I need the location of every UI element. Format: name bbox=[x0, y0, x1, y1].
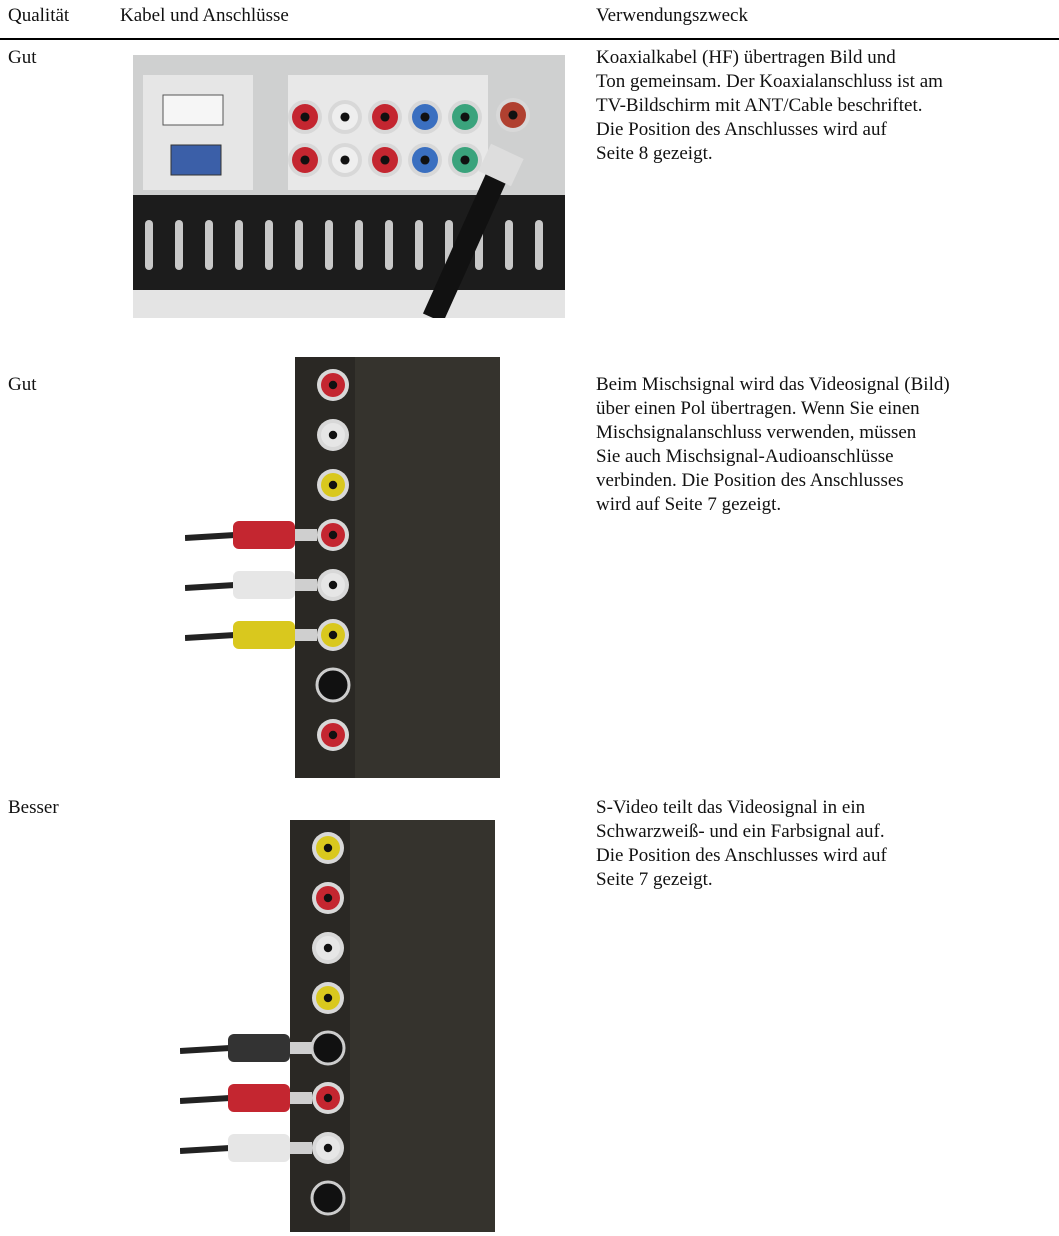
jack-hole bbox=[323, 1093, 333, 1103]
plug-tip bbox=[295, 629, 317, 641]
plug-tip bbox=[295, 529, 317, 541]
coax-cable bbox=[422, 162, 512, 318]
svideo-photo bbox=[180, 820, 495, 1232]
plug-tip bbox=[290, 1042, 312, 1054]
header-cell: Kabel und Anschlüsse bbox=[120, 5, 289, 26]
jack-hole bbox=[300, 112, 310, 122]
cable bbox=[185, 632, 236, 641]
vent-slot bbox=[385, 220, 393, 270]
jack-hole bbox=[460, 155, 470, 165]
jack-hole bbox=[300, 155, 310, 165]
vent-slot bbox=[355, 220, 363, 270]
quality-cell: Gut bbox=[8, 47, 37, 68]
description-line: Schwarzweiß- und ein Farbsignal auf. bbox=[596, 821, 885, 842]
description-line: Seite 8 gezeigt. bbox=[596, 143, 713, 164]
description-line: Seite 7 gezeigt. bbox=[596, 869, 713, 890]
svideo-port bbox=[310, 1030, 346, 1066]
cable bbox=[185, 532, 236, 541]
plug bbox=[228, 1134, 290, 1162]
panel-side bbox=[355, 357, 500, 778]
jack-hole bbox=[328, 730, 338, 740]
vent-slot bbox=[175, 220, 183, 270]
jack-hole bbox=[420, 155, 430, 165]
vent-slot bbox=[145, 220, 153, 270]
description-line: Ton gemeinsam. Der Koaxialanschluss ist … bbox=[596, 71, 943, 92]
jack-hole bbox=[380, 112, 390, 122]
vga-port bbox=[170, 144, 222, 176]
vent-slot bbox=[535, 220, 543, 270]
vent-slot bbox=[235, 220, 243, 270]
jack-hole bbox=[328, 630, 338, 640]
cable bbox=[180, 1145, 231, 1154]
jack-hole bbox=[323, 893, 333, 903]
jack-hole bbox=[508, 110, 518, 120]
panel-edge bbox=[133, 290, 565, 318]
jack-hole bbox=[460, 112, 470, 122]
plug bbox=[233, 621, 295, 649]
coax-photo bbox=[133, 55, 565, 318]
jack-hole bbox=[380, 155, 390, 165]
vent-band bbox=[133, 195, 565, 290]
cable bbox=[180, 1095, 231, 1104]
description-line: TV-Bildschirm mit ANT/Cable beschriftet. bbox=[596, 95, 923, 116]
jack-hole bbox=[420, 112, 430, 122]
vent-slot bbox=[265, 220, 273, 270]
vent-slot bbox=[505, 220, 513, 270]
description-line: S-Video teilt das Videosignal in ein bbox=[596, 797, 866, 818]
jack-hole bbox=[328, 380, 338, 390]
description-line: über einen Pol übertragen. Wenn Sie eine… bbox=[596, 398, 920, 419]
description-line: wird auf Seite 7 gezeigt. bbox=[596, 494, 782, 515]
description-line: Sie auch Mischsignal-Audioanschlüsse bbox=[596, 446, 894, 467]
header-cell: Qualität bbox=[8, 5, 70, 26]
jack-hole bbox=[328, 430, 338, 440]
panel-side bbox=[350, 820, 495, 1232]
description-line: verbinden. Die Position des Anschlusses bbox=[596, 470, 904, 491]
jack-hole bbox=[323, 993, 333, 1003]
plug-tip bbox=[290, 1142, 312, 1154]
svideo-port bbox=[315, 667, 351, 703]
vent-slot bbox=[295, 220, 303, 270]
quality-cell: Gut bbox=[8, 374, 37, 395]
plug bbox=[228, 1084, 290, 1112]
plug bbox=[228, 1034, 290, 1062]
description-line: Mischsignalanschluss verwenden, müssen bbox=[596, 422, 917, 443]
dvi-port bbox=[162, 94, 224, 126]
composite-photo bbox=[185, 357, 500, 778]
jack-hole bbox=[328, 530, 338, 540]
svideo-port bbox=[310, 1180, 346, 1216]
jack-hole bbox=[323, 943, 333, 953]
coax-plug bbox=[478, 143, 524, 187]
cable bbox=[180, 1045, 231, 1054]
jack-hole bbox=[323, 843, 333, 853]
plug-tip bbox=[295, 579, 317, 591]
jack-hole bbox=[340, 155, 350, 165]
plug bbox=[233, 571, 295, 599]
jack-hole bbox=[323, 1143, 333, 1153]
description-line: Die Position des Anschlusses wird auf bbox=[596, 845, 887, 866]
quality-cell: Besser bbox=[8, 797, 59, 818]
vent-slot bbox=[415, 220, 423, 270]
header-rule bbox=[0, 38, 1059, 40]
vent-slot bbox=[325, 220, 333, 270]
jack-hole bbox=[328, 480, 338, 490]
jack-hole bbox=[340, 112, 350, 122]
header-cell: Verwendungszweck bbox=[596, 5, 748, 26]
description-line: Beim Mischsignal wird das Videosignal (B… bbox=[596, 374, 950, 395]
plug-tip bbox=[290, 1092, 312, 1104]
jack-hole bbox=[328, 580, 338, 590]
description-line: Koaxialkabel (HF) übertragen Bild und bbox=[596, 47, 896, 68]
plug bbox=[233, 521, 295, 549]
vent-slot bbox=[205, 220, 213, 270]
cable bbox=[185, 582, 236, 591]
description-line: Die Position des Anschlusses wird auf bbox=[596, 119, 887, 140]
